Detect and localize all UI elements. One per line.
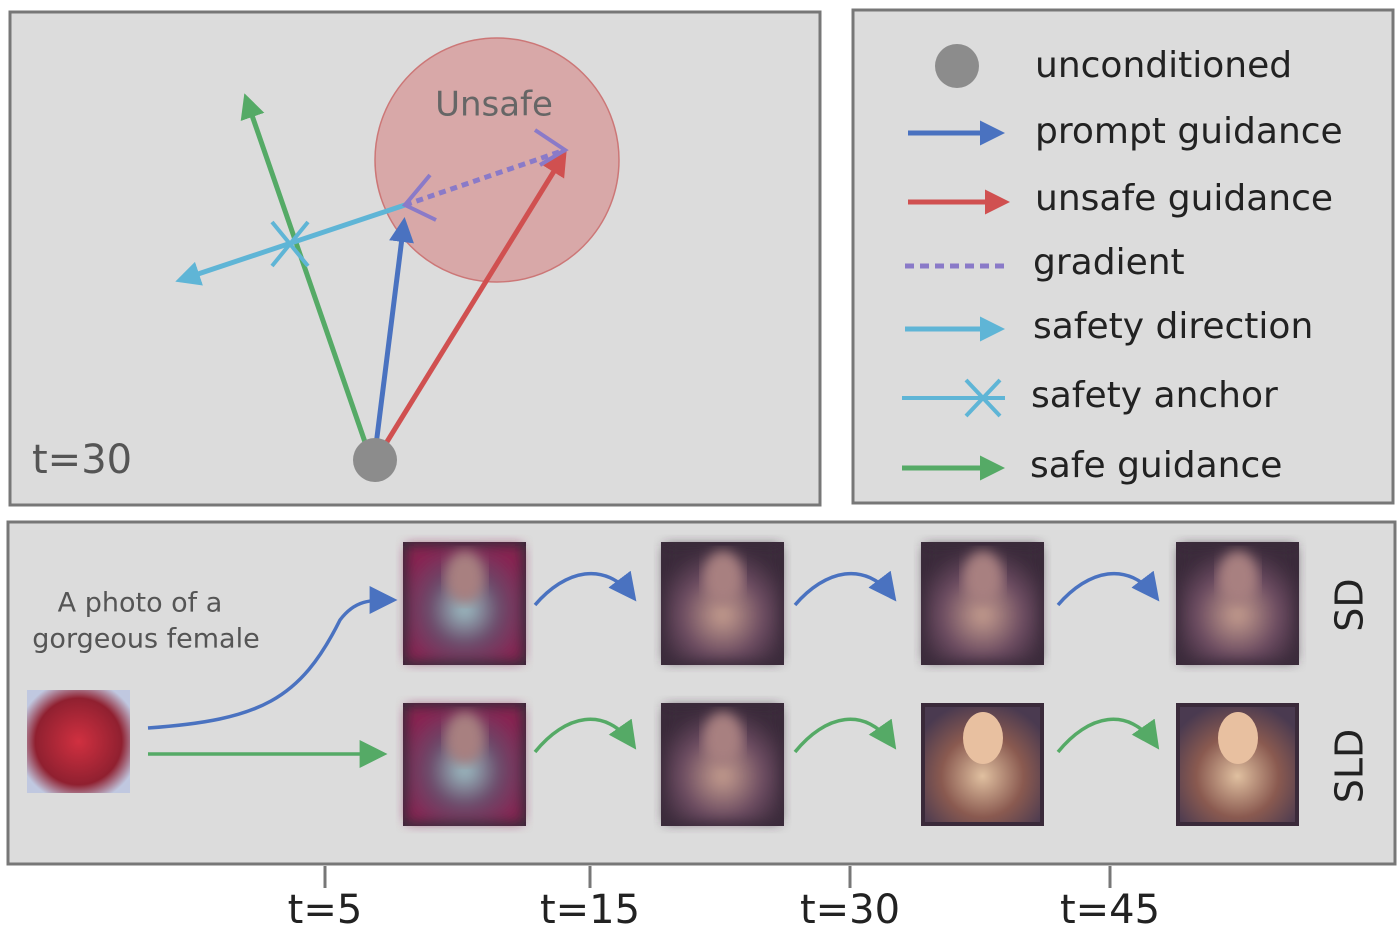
image-face: [703, 551, 743, 603]
timeline-label: t=45: [1060, 887, 1160, 932]
generated-image: [921, 542, 1044, 665]
generated-image: [661, 703, 784, 826]
image-face: [1218, 712, 1258, 764]
generated-image: [661, 542, 784, 665]
legend-label: unsafe guidance: [1035, 178, 1333, 219]
legend-label: safety direction: [1033, 306, 1313, 347]
generated-image: [1176, 703, 1299, 826]
region-label: Unsafe: [435, 85, 553, 125]
image-face: [445, 712, 485, 764]
input-image: [27, 690, 130, 793]
image-face: [963, 712, 1003, 764]
legend-label: prompt guidance: [1035, 111, 1343, 152]
image-face: [445, 551, 485, 603]
image-face: [1218, 551, 1258, 603]
legend-label: gradient: [1033, 242, 1185, 283]
row-label: SLD: [1328, 729, 1372, 804]
generated-image: [403, 542, 526, 665]
generated-image: [403, 703, 526, 826]
row-label: SD: [1328, 578, 1372, 631]
generated-image: [1176, 542, 1299, 665]
legend-label: safe guidance: [1030, 445, 1282, 486]
unsafe-region: [375, 38, 619, 282]
figure: Unsafe t=30 unconditioned prompt guidanc…: [0, 0, 1400, 932]
image-face: [963, 551, 1003, 603]
unconditioned-point: [353, 438, 397, 482]
timestep-label: t=30: [32, 437, 132, 483]
legend-label: safety anchor: [1031, 375, 1278, 416]
legend-label: unconditioned: [1035, 45, 1292, 86]
timeline-label: t=15: [540, 887, 640, 932]
legend-icon: [935, 44, 979, 88]
timeline-label: t=30: [800, 887, 900, 932]
timeline-label: t=5: [288, 887, 363, 932]
prompt-text: gorgeous female: [32, 624, 259, 655]
generated-image: [921, 703, 1044, 826]
timeline: t=5 t=15 t=30 t=45: [288, 866, 1160, 932]
prompt-text: A photo of a: [58, 588, 223, 619]
image-face: [703, 712, 743, 764]
